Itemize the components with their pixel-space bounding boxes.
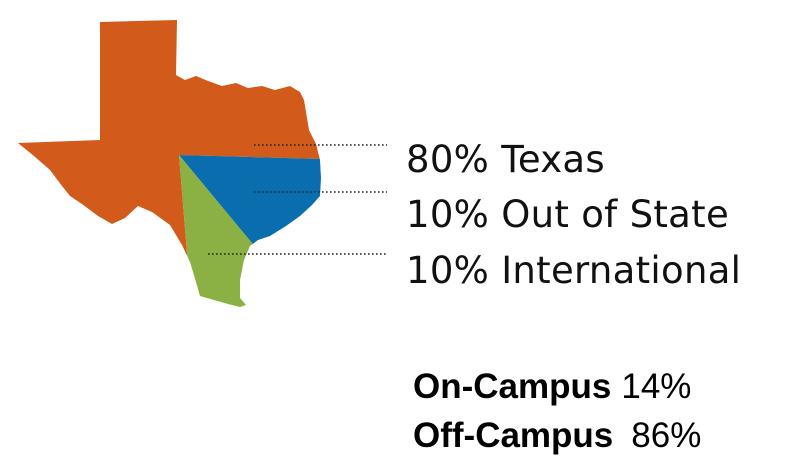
on-campus-value: 14% xyxy=(621,367,692,406)
legend-label-international: 10% International xyxy=(406,249,741,292)
off-campus-value: 86% xyxy=(631,416,702,455)
on-campus-label: On-Campus xyxy=(413,367,612,406)
housing-stats: On-Campus 14% Off-Campus 86% xyxy=(413,362,701,460)
on-campus-row: On-Campus 14% xyxy=(413,362,701,411)
legend-label-texas: 80% Texas xyxy=(406,138,605,181)
off-campus-row: Off-Campus 86% xyxy=(413,411,701,460)
legend-label-out-of-state: 10% Out of State xyxy=(406,193,729,236)
off-campus-label: Off-Campus xyxy=(413,416,614,455)
